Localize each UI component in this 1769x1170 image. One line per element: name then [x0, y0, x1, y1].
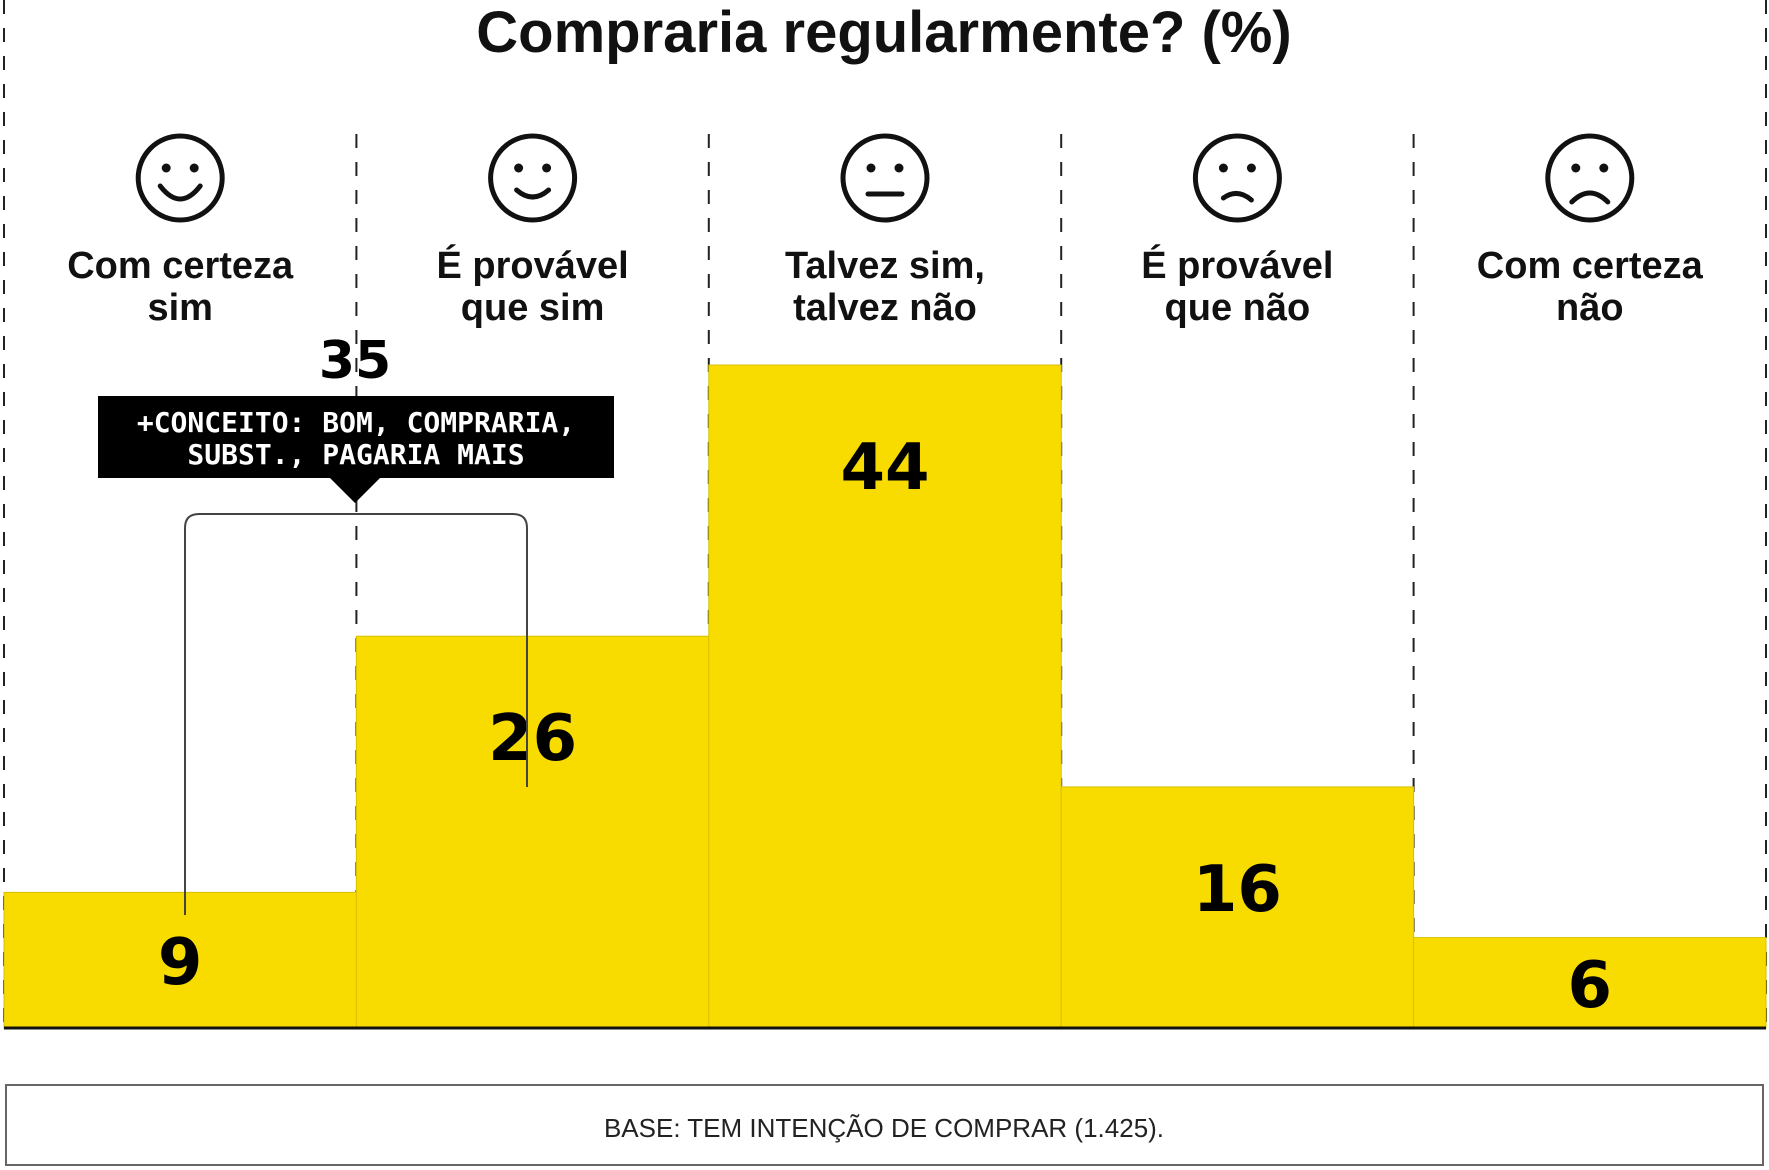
- sad-face-icon: [1545, 133, 1635, 223]
- bar: [708, 364, 1062, 1029]
- gridlines: [3, 0, 1767, 1028]
- value-label: 26: [488, 702, 577, 776]
- category-label: talvez não: [793, 287, 977, 329]
- value-label: 9: [158, 926, 203, 1000]
- category-label: Com certeza: [1477, 245, 1704, 287]
- category-icons: [135, 133, 1635, 223]
- big-smile-face-icon: [135, 133, 225, 223]
- group-bracket: [184, 513, 528, 915]
- callout-line-2: SUBST., PAGARIA MAIS: [187, 438, 524, 471]
- category-label: não: [1556, 287, 1624, 329]
- footnote-box: [5, 1084, 1764, 1166]
- chart-title: Compraria regularmente? (%): [476, 0, 1291, 65]
- category-label: É provável: [436, 243, 628, 287]
- value-labels: 9 26 44 16 6: [158, 431, 1612, 1023]
- callout-box: [98, 396, 614, 478]
- bar: [1413, 937, 1767, 1029]
- category-label: Talvez sim,: [785, 245, 985, 287]
- bar: [3, 891, 357, 1029]
- category-label: Com certeza: [67, 245, 294, 287]
- category-label: sim: [147, 287, 212, 329]
- category-label: É provável: [1141, 243, 1333, 287]
- frown-face-icon: [1192, 133, 1282, 223]
- callout-line-1: +CONCEITO: BOM, COMPRARIA,: [137, 406, 575, 439]
- bar: [1060, 786, 1415, 1029]
- value-label: 44: [840, 431, 929, 505]
- value-label: 6: [1568, 949, 1613, 1023]
- category-label: que sim: [461, 287, 605, 329]
- bars: [3, 364, 1767, 1029]
- smile-face-icon: [488, 133, 578, 223]
- group-total-label: 35: [319, 331, 391, 391]
- value-label: 16: [1193, 853, 1282, 927]
- group-annotation: 35 +CONCEITO: BOM, COMPRARIA, SUBST., PA…: [98, 331, 614, 915]
- category-label: que não: [1165, 287, 1311, 329]
- callout-pointer: [330, 478, 380, 503]
- bar: [355, 635, 710, 1029]
- neutral-face-icon: [840, 133, 930, 223]
- footnote: BASE: TEM INTENÇÃO DE COMPRAR (1.425).: [604, 1113, 1164, 1143]
